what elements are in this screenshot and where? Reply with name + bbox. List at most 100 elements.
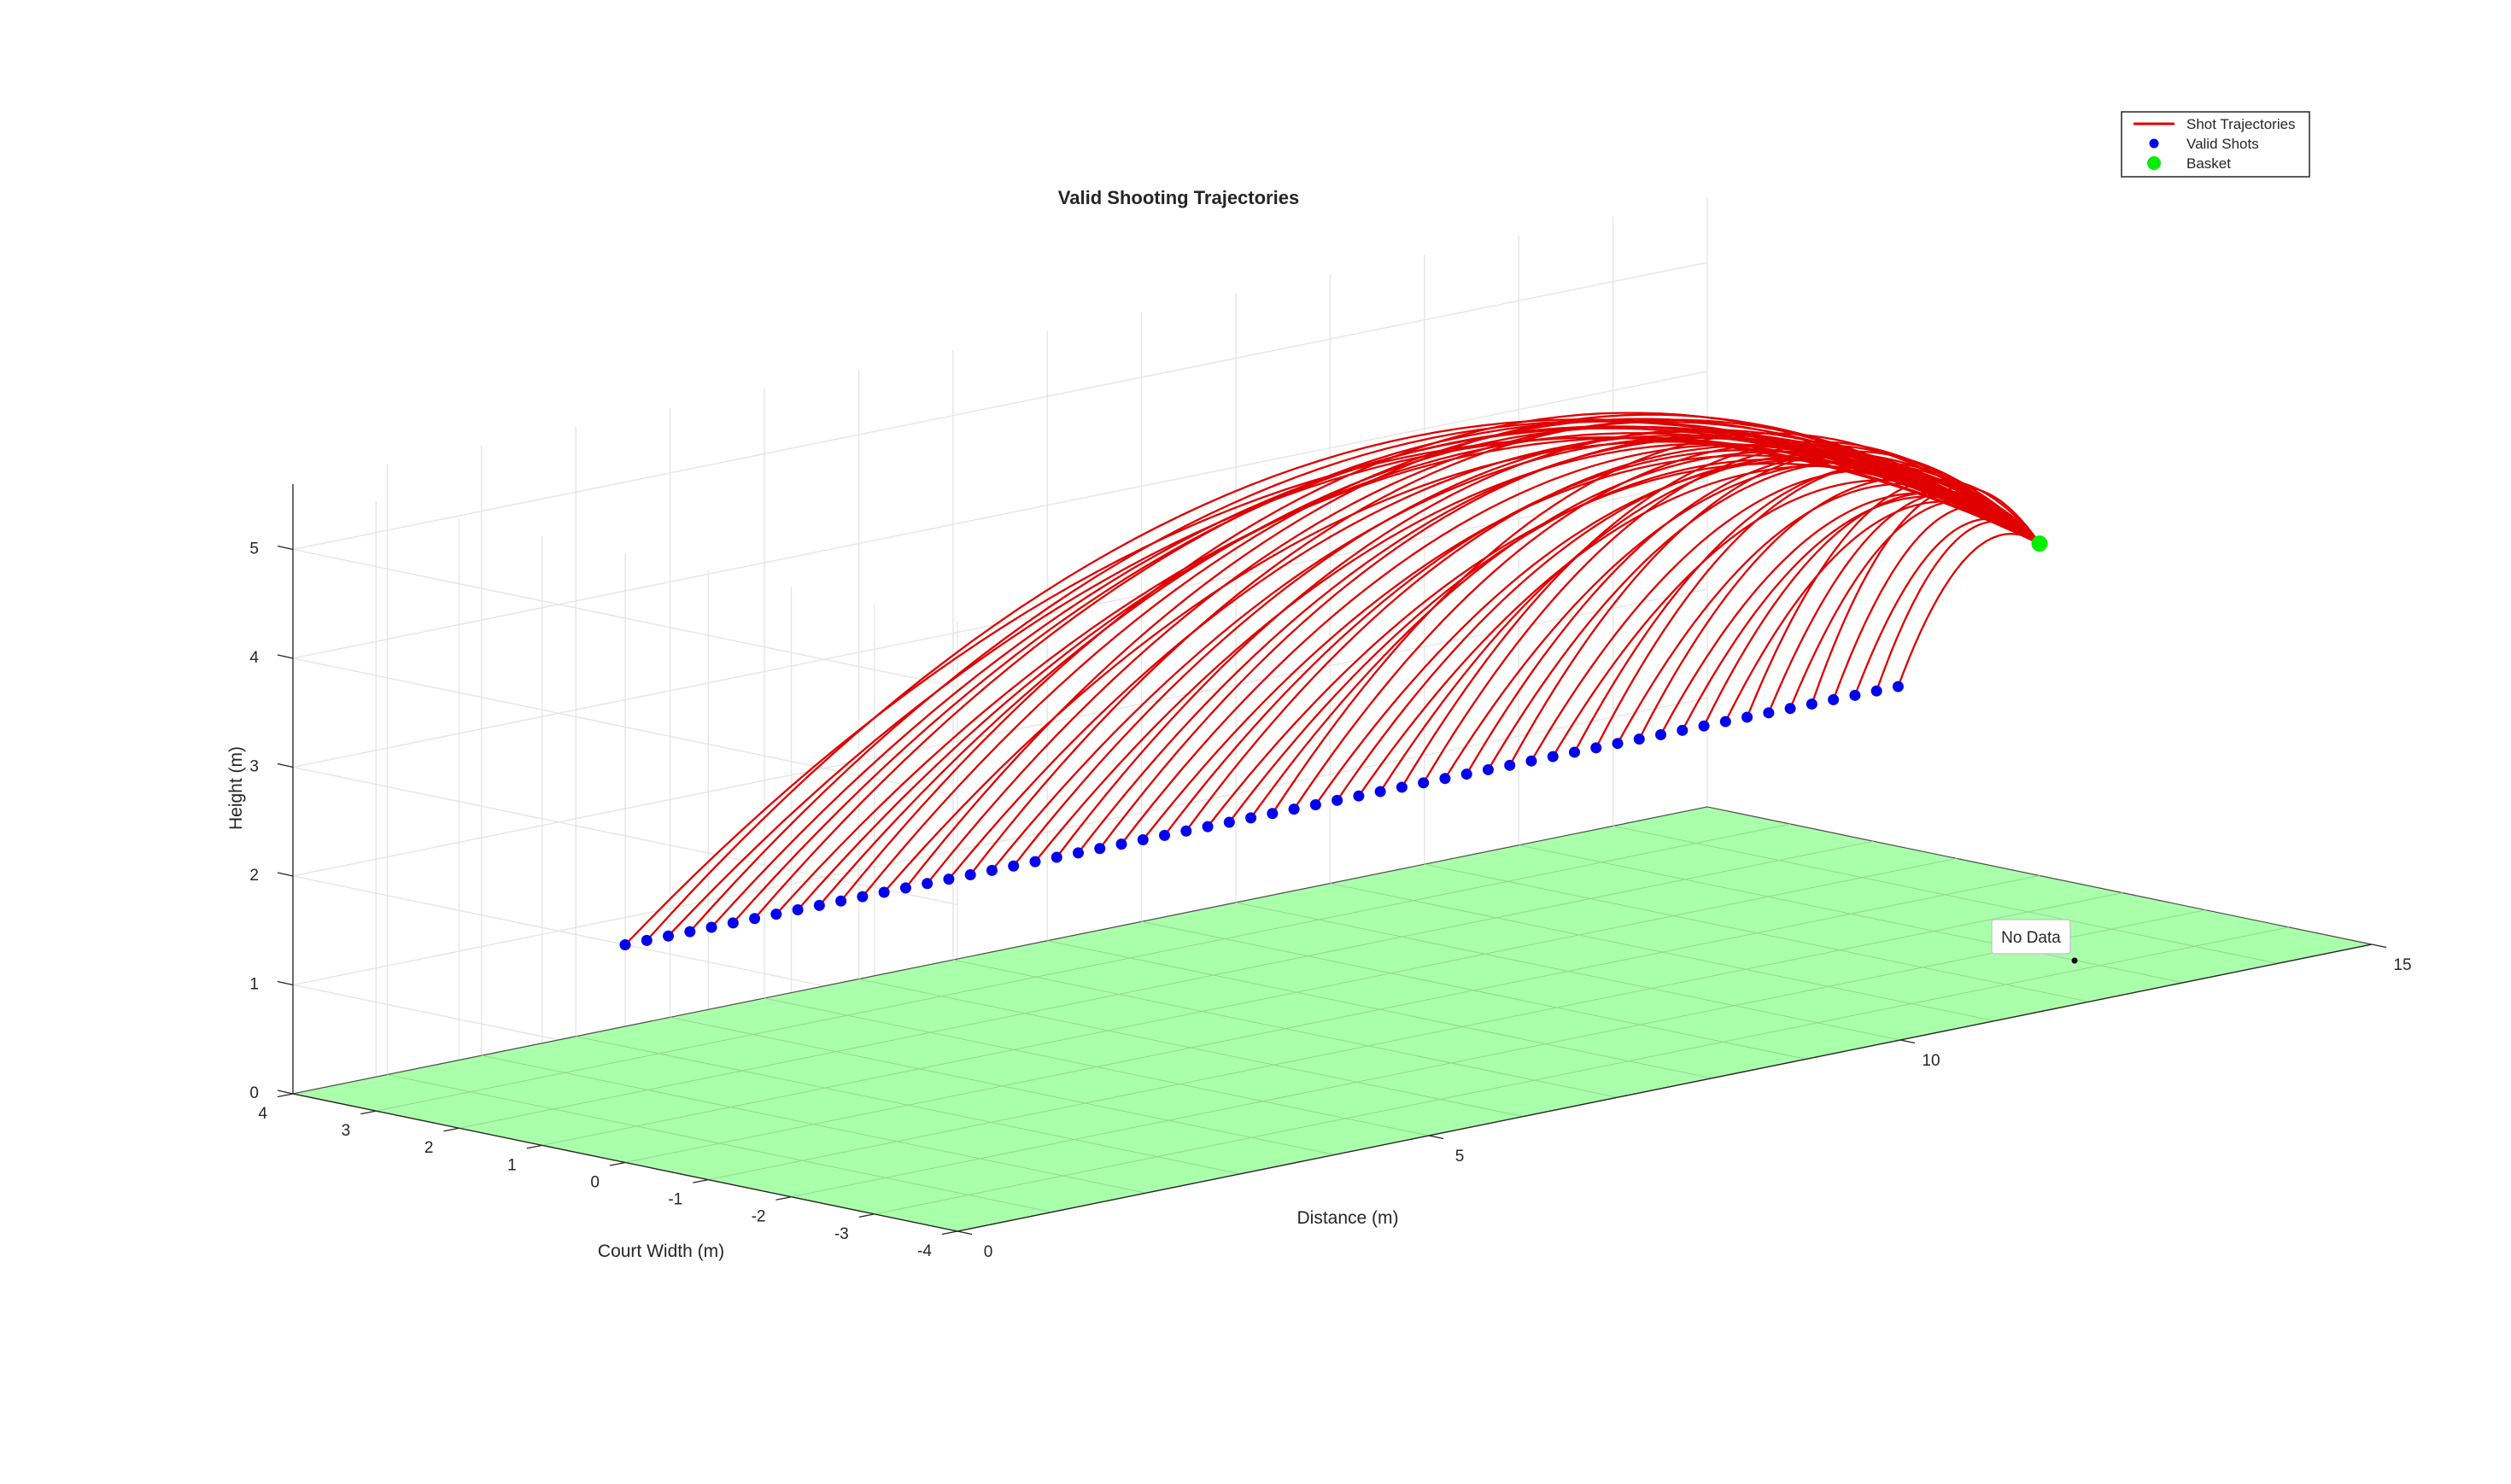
y-tick-mark bbox=[277, 1093, 294, 1098]
shot-point bbox=[1094, 843, 1106, 855]
shot-point bbox=[663, 930, 675, 942]
y-axis-label: Court Width (m) bbox=[598, 1242, 724, 1261]
shot-point bbox=[705, 921, 717, 933]
x-axis-line bbox=[957, 944, 2373, 1232]
shot-point bbox=[1353, 790, 1365, 802]
shot-point bbox=[1828, 693, 1840, 705]
shot-point bbox=[964, 868, 976, 880]
z-tick-mark bbox=[277, 872, 294, 877]
z-tick-mark bbox=[277, 762, 294, 768]
y-tick-mark bbox=[360, 1110, 377, 1115]
chart-title: Valid Shooting Trajectories bbox=[1058, 187, 1299, 208]
shot-point bbox=[1332, 794, 1343, 806]
court-grid-line bbox=[624, 874, 2040, 1163]
shot-point bbox=[1418, 777, 1430, 789]
shot-point bbox=[1504, 759, 1516, 771]
shot-point bbox=[619, 938, 631, 950]
shot-point bbox=[641, 934, 653, 946]
trajectory-line bbox=[1573, 464, 2040, 753]
legend-label-basket: Basket bbox=[2186, 155, 2231, 172]
court-grid-line bbox=[708, 892, 2123, 1181]
trajectory-line bbox=[1767, 491, 2040, 714]
z-tick-label: 2 bbox=[249, 867, 259, 885]
x-tick-label: 5 bbox=[1455, 1148, 1465, 1166]
x-tick-label: 0 bbox=[984, 1243, 993, 1261]
grid-line bbox=[292, 261, 1708, 551]
shot-point bbox=[1655, 728, 1667, 740]
shot-point bbox=[1396, 781, 1408, 793]
basket-point bbox=[2031, 535, 2048, 552]
shot-point bbox=[1460, 768, 1472, 780]
shot-point bbox=[749, 913, 761, 925]
y-tick-mark bbox=[443, 1127, 459, 1132]
trajectory-line bbox=[840, 412, 2040, 902]
shot-point bbox=[1612, 738, 1624, 750]
legend-dot-icon bbox=[2149, 138, 2159, 149]
shot-point bbox=[1137, 833, 1149, 845]
valid-shot-series bbox=[619, 681, 1904, 950]
legend[interactable]: Shot Trajectories Valid Shots Basket bbox=[2121, 111, 2310, 178]
court-grid-line bbox=[874, 926, 2289, 1215]
y-tick-label: 2 bbox=[424, 1139, 434, 1157]
shot-point bbox=[1051, 851, 1062, 863]
x-tick-label: 10 bbox=[1922, 1052, 1940, 1070]
y-tick-mark bbox=[941, 1230, 958, 1236]
shot-point bbox=[1849, 689, 1861, 701]
shot-point bbox=[1763, 707, 1775, 719]
shot-point bbox=[1482, 763, 1494, 775]
legend-big-dot-icon bbox=[2147, 156, 2161, 170]
basket-series bbox=[2031, 535, 2048, 552]
y-tick-label: -1 bbox=[668, 1191, 682, 1209]
shot-point bbox=[1525, 755, 1537, 767]
grid-line bbox=[292, 697, 1708, 986]
trajectory-line bbox=[1897, 533, 2040, 687]
shot-point bbox=[1288, 803, 1300, 815]
shot-point bbox=[1547, 751, 1559, 762]
z-axis-label: Height (m) bbox=[226, 746, 246, 830]
shot-point bbox=[1202, 821, 1214, 833]
y-tick-label: -2 bbox=[752, 1208, 766, 1226]
trajectory-line bbox=[1811, 486, 2040, 704]
trajectory-line bbox=[1789, 500, 2040, 710]
trajectory-line bbox=[1746, 478, 2040, 718]
y-tick-label: 0 bbox=[590, 1173, 600, 1191]
z-tick-label: 5 bbox=[249, 540, 259, 558]
trajectory-line bbox=[1531, 469, 2040, 762]
shot-point bbox=[1267, 808, 1279, 820]
shot-point bbox=[1115, 838, 1127, 850]
datatip-anchor-dot bbox=[2071, 957, 2078, 964]
shot-point bbox=[727, 917, 739, 929]
trajectory-line bbox=[1228, 458, 2040, 823]
grid-line bbox=[292, 371, 1708, 659]
trajectory-line bbox=[1508, 450, 2040, 766]
z-tick-label: 1 bbox=[249, 975, 259, 993]
y-tick-label: -3 bbox=[834, 1225, 849, 1243]
trajectory-line bbox=[1724, 500, 2040, 722]
shot-point bbox=[770, 909, 782, 920]
datatip[interactable]: No Data bbox=[1991, 919, 2078, 964]
shot-point bbox=[1698, 720, 1710, 732]
z-tick-mark bbox=[277, 654, 294, 659]
trajectory-line bbox=[948, 435, 2040, 880]
x-tick-label: 15 bbox=[2393, 956, 2411, 974]
trajectory-line bbox=[862, 418, 2040, 897]
court-grid-line bbox=[541, 857, 1957, 1146]
grid-line bbox=[292, 479, 1708, 768]
z-tick-mark bbox=[277, 1090, 294, 1095]
x-tick-mark bbox=[1428, 1135, 1444, 1140]
shot-point bbox=[1439, 773, 1451, 785]
shot-point bbox=[943, 873, 955, 885]
datatip-box bbox=[1991, 919, 2071, 955]
shot-point bbox=[1180, 825, 1192, 837]
trajectory-line bbox=[1832, 504, 2040, 700]
shot-point bbox=[813, 899, 825, 911]
shot-point bbox=[1806, 698, 1817, 710]
shot-point bbox=[1784, 703, 1796, 715]
x-tick-mark bbox=[2371, 944, 2387, 949]
y-tick-label: 4 bbox=[258, 1105, 267, 1123]
shot-point bbox=[684, 926, 696, 938]
z-tick-mark bbox=[277, 980, 294, 986]
grid-line bbox=[292, 657, 958, 797]
court-grid-line bbox=[459, 840, 1874, 1129]
shot-point bbox=[1223, 816, 1235, 828]
